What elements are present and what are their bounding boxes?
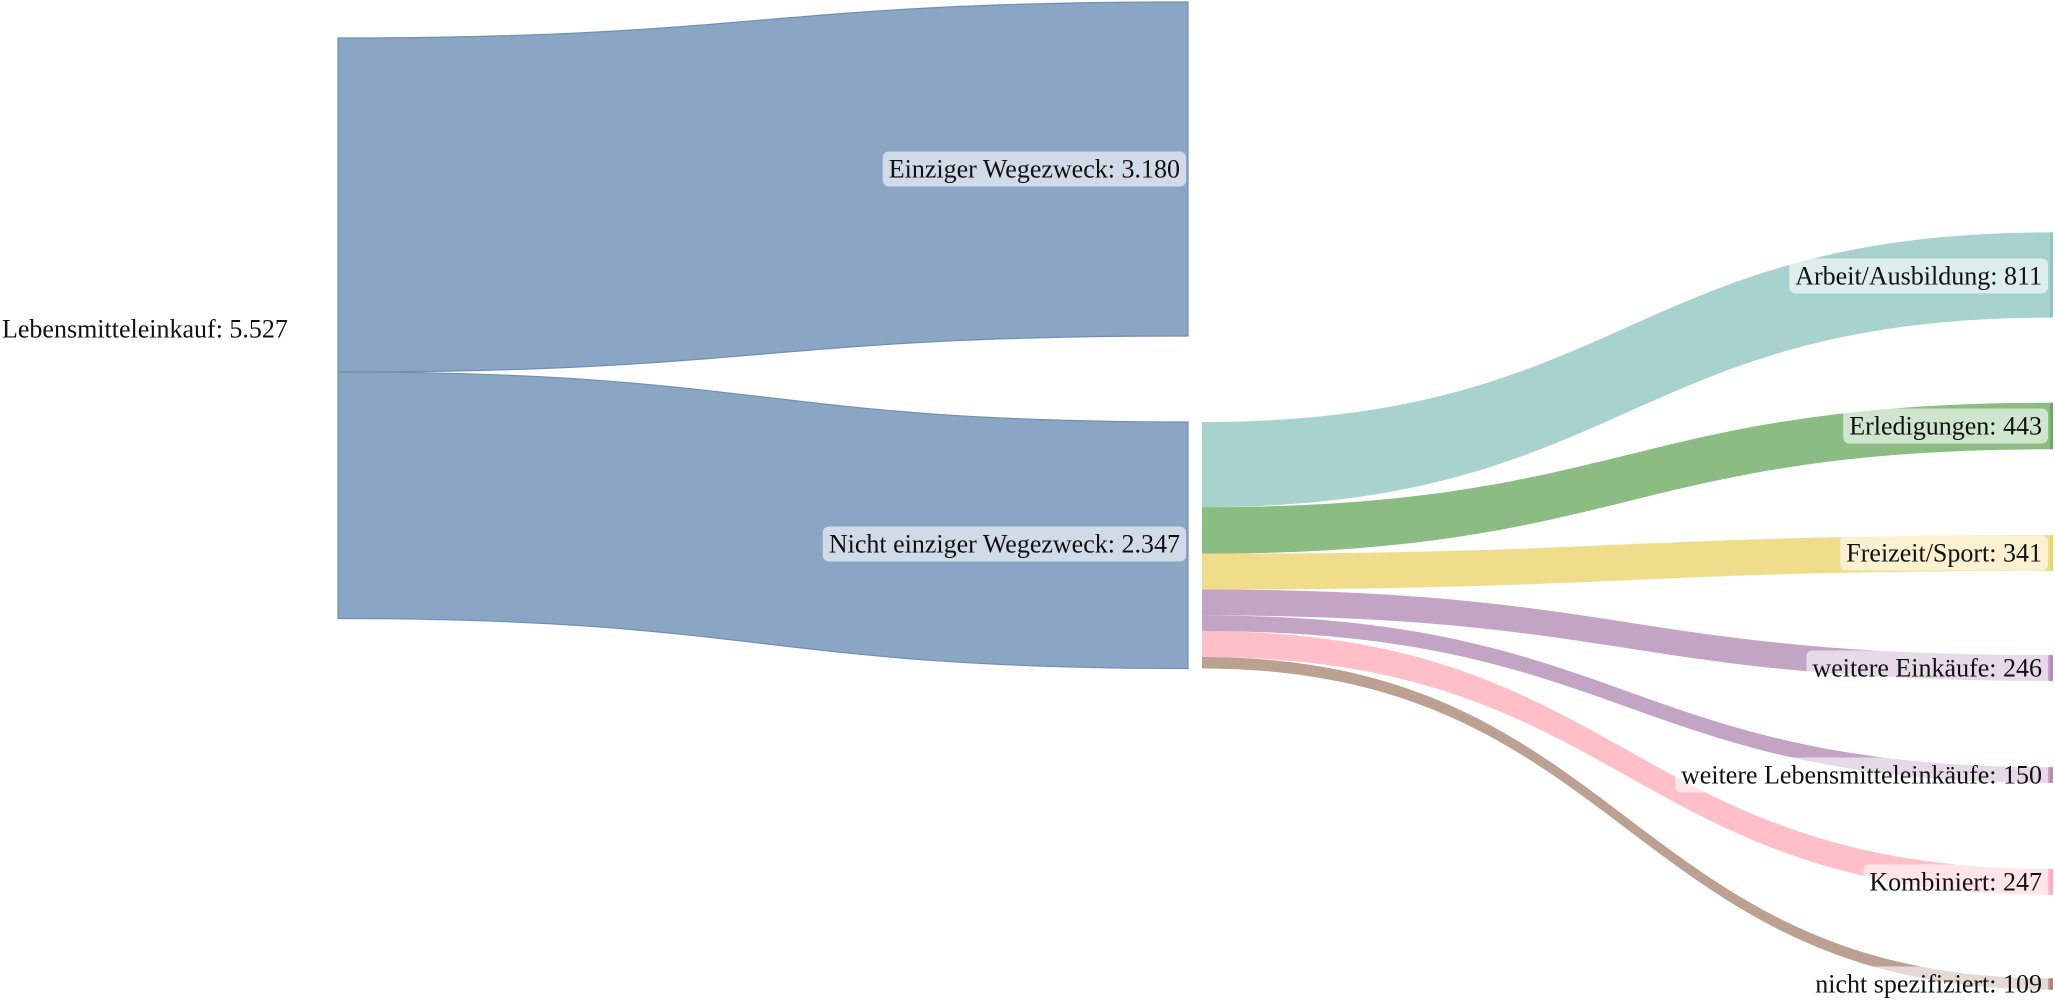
flow-multi-to-nicht <box>1202 657 2052 990</box>
node-label-bg-lebensm <box>1675 757 2048 793</box>
node-label-bg-erled <box>1843 408 2048 444</box>
node-label-nicht: nicht spezifiziert: 109 <box>1809 966 2048 1002</box>
flow-multi-to-freizeit <box>1202 535 2052 590</box>
node-label-einkaeufe: weitere Einkäufe: 246 <box>1806 650 2048 686</box>
node-label-text-lebensm: weitere Lebensmitteleinkäufe: 150 <box>1681 761 2042 790</box>
node-label-bg-einkaeufe <box>1806 650 2048 686</box>
node-label-bg-nicht <box>1809 966 2048 1002</box>
primary-links <box>337 1 1189 670</box>
node-label-text-multi: Nicht einziger Wegezweck: 2.347 <box>829 530 1180 559</box>
node-label-text-kombi: Kombiniert: 247 <box>1869 868 2042 897</box>
flow-multi-to-erled <box>1202 402 2052 554</box>
node-labels: Lebensmitteleinkauf: 5.527 Einziger Wegez… <box>2 151 2048 1002</box>
flow-root-to-single <box>337 1 1189 373</box>
node-bar-freizeit <box>2050 535 2053 571</box>
node-bar-einkaeufe <box>2050 655 2053 681</box>
node-label-erled: Erledigungen: 443 <box>1843 408 2048 444</box>
node-label-bg-freizeit <box>1840 535 2048 571</box>
node-bar-kombi <box>2050 869 2053 895</box>
node-label-text-single: Einziger Wegezweck: 3.180 <box>889 155 1180 184</box>
node-label-text-erled: Erledigungen: 443 <box>1849 412 2042 441</box>
node-label-arbeit: Arbeit/Ausbildung: 811 <box>1789 258 2048 294</box>
node-label-bg-kombi <box>1863 864 2048 900</box>
node-label-bg-arbeit <box>1789 258 2048 294</box>
node-label-text-einkaeufe: weitere Einkäufe: 246 <box>1812 654 2042 683</box>
node-label-root: Lebensmitteleinkauf: 5.527 <box>2 315 288 344</box>
node-label-kombi: Kombiniert: 247 <box>1863 864 2048 900</box>
node-bar-arbeit <box>2050 232 2053 318</box>
flow-multi-to-arbeit <box>1202 232 2052 508</box>
node-label-multi: Nicht einziger Wegezweck: 2.347 <box>822 526 1186 562</box>
node-label-text-freizeit: Freizeit/Sport: 341 <box>1846 539 2042 568</box>
node-label-bg-single <box>882 151 1186 187</box>
flow-multi-to-lebensm <box>1202 615 2052 783</box>
node-bar-nicht <box>2050 978 2053 990</box>
node-bar-lebensm <box>2050 767 2053 783</box>
secondary-links <box>1202 232 2053 990</box>
node-label-single: Einziger Wegezweck: 3.180 <box>882 151 1186 187</box>
flow-multi-to-kombi <box>1202 631 2052 895</box>
node-bar-erled <box>2050 402 2053 450</box>
flow-root-to-multi <box>337 371 1189 670</box>
node-label-text-nicht: nicht spezifiziert: 109 <box>1815 970 2042 999</box>
node-label-text-root: Lebensmitteleinkauf: 5.527 <box>2 315 288 344</box>
node-label-freizeit: Freizeit/Sport: 341 <box>1840 535 2048 571</box>
node-label-lebensm: weitere Lebensmitteleinkäufe: 150 <box>1675 757 2048 793</box>
node-label-text-arbeit: Arbeit/Ausbildung: 811 <box>1795 262 2042 291</box>
node-label-bg-multi <box>822 526 1186 562</box>
